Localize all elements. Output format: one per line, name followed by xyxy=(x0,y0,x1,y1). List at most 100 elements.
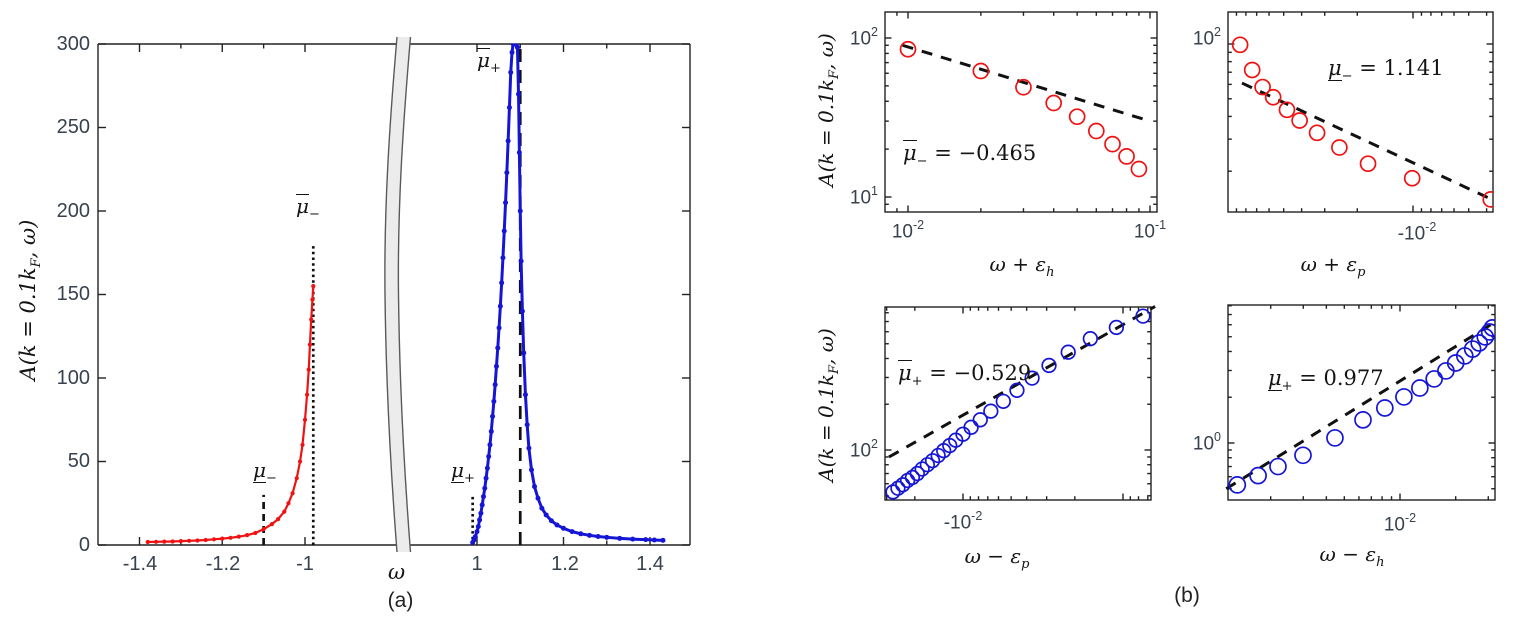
panel-a-guides xyxy=(262,44,522,545)
b-tl-xlabel-sub: h xyxy=(1046,265,1055,280)
b-bl-xtick--1e-2: -10-2 xyxy=(927,509,999,534)
b-tl-ytick-100-exp: 2 xyxy=(871,25,878,39)
panel-a-ytick-200: 200 xyxy=(56,200,90,222)
panel-a-xtick--1.4: -1.4 xyxy=(122,553,158,575)
b-br-xlabel: ω − εh xyxy=(1292,542,1412,570)
b-br-ytick-1: 100 xyxy=(1166,430,1221,455)
b-bottom-left-fit-line xyxy=(888,305,1156,459)
b-tl-xtick-1e-2-exp: -2 xyxy=(913,218,925,232)
panel-a-ytick-0: 0 xyxy=(78,534,90,556)
b-bottom-right-fit-line xyxy=(1225,320,1497,491)
b-top-left-fit-line xyxy=(902,43,1151,123)
b-br-ytick-1-base: 10 xyxy=(1192,433,1215,455)
label-mu-bar-minus: μ− xyxy=(296,194,320,222)
mu-plus-sub: + xyxy=(464,471,475,486)
b-br-ytick-1-exp: 0 xyxy=(1214,430,1221,444)
panel-b-bottom-ylabel: A(k = 0.1kF, ω) xyxy=(814,300,842,510)
panel-b-bottom-ylabel-text: A(k = 0.1k xyxy=(814,374,838,482)
b-br-xtick-1e-2-base: 10 xyxy=(1383,514,1405,536)
b-bottom-right-points xyxy=(1228,319,1495,494)
label-mu-minus: μ− xyxy=(253,458,277,486)
b-tl-annotation-sub: − xyxy=(916,154,928,170)
b-top-left-points xyxy=(899,40,1148,178)
panel-a-ytick-100: 100 xyxy=(56,367,90,389)
mu-minus-sub: − xyxy=(266,471,277,486)
b-tl-ytick-10-base: 10 xyxy=(849,187,872,209)
panel-b-top-ylabel-sub: F xyxy=(827,70,842,80)
b-tr-xlabel: ω + εp xyxy=(1273,252,1393,280)
panel-a-red-curve xyxy=(145,284,316,545)
b-bl-annotation: μ+ = −0.529 xyxy=(898,360,1031,389)
b-top-right-ticks xyxy=(1228,12,1493,212)
b-br-xlabel-sub: h xyxy=(1376,555,1385,570)
panel-a-ytick-50: 50 xyxy=(67,450,90,472)
caption-a: (a) xyxy=(387,589,414,612)
panel-a-axes xyxy=(97,43,691,546)
label-mu-bar-plus: μ+ xyxy=(477,48,501,76)
b-top-right-plot xyxy=(1227,11,1494,213)
b-tr-annotation: μ− = 1.141 xyxy=(1328,56,1444,84)
panel-a-ylabel-text2: , ω) xyxy=(15,219,40,259)
panel-a-xtick--1: -1 xyxy=(296,553,314,575)
b-top-right-points xyxy=(1231,36,1493,208)
caption-b: (b) xyxy=(1174,584,1200,607)
b-tl-ytick-100: 102 xyxy=(823,25,878,50)
b-bl-ytick-100: 102 xyxy=(823,437,878,462)
b-bl-xlabel-sub: p xyxy=(1021,557,1030,572)
b-br-annotation-mu: μ xyxy=(1268,366,1282,392)
b-tl-ytick-10: 101 xyxy=(823,184,878,209)
b-tr-annotation-eq: = 1.141 xyxy=(1352,56,1444,80)
b-br-xlabel-text: ω − ε xyxy=(1319,542,1377,566)
panel-a-ytick-250: 250 xyxy=(56,116,90,138)
panel-b-top-ylabel-text: A(k = 0.1k xyxy=(814,79,838,187)
b-tr-xtick--1e-2-base: -10 xyxy=(1397,223,1426,245)
panel-b-bottom-ylabel-text2: , ω) xyxy=(814,328,838,366)
b-bl-ytick-100-base: 10 xyxy=(849,440,872,462)
panel-a-xlabel: ω xyxy=(388,560,406,584)
b-tl-ytick-10-exp: 1 xyxy=(871,184,878,198)
b-br-xtick-1e-2: 10-2 xyxy=(1370,511,1430,536)
b-tl-xlabel: ω + εh xyxy=(962,252,1082,280)
b-tl-annotation-mu: μ xyxy=(903,140,917,165)
b-tr-xlabel-sub: p xyxy=(1357,265,1366,280)
b-tr-annotation-mu: μ xyxy=(1328,56,1342,82)
b-tr-ytick-100: 102 xyxy=(1166,25,1221,50)
b-tr-ytick-100-base: 10 xyxy=(1192,28,1215,50)
b-bl-annotation-eq: = −0.529 xyxy=(922,361,1032,385)
mu-bar-plus-symbol: μ xyxy=(477,48,490,72)
b-bottom-left-ticks xyxy=(885,307,1151,500)
b-bl-annotation-mu: μ xyxy=(898,360,912,385)
mu-bar-plus-sub: + xyxy=(490,61,501,76)
b-tr-xlabel-text: ω + ε xyxy=(1300,252,1358,276)
b-bottom-right-plot xyxy=(1225,304,1497,501)
axis-break-band xyxy=(384,36,412,553)
b-tl-xlabel-text: ω + ε xyxy=(989,252,1047,276)
mu-bar-minus-sub: − xyxy=(309,207,320,222)
b-br-annotation-eq: = 0.977 xyxy=(1292,366,1384,390)
b-tl-xtick-1e-1-base: 10 xyxy=(1133,221,1155,243)
mu-plus-symbol: μ xyxy=(451,458,464,483)
b-bottom-left-plot xyxy=(884,305,1156,501)
b-tr-ytick-100-exp: 2 xyxy=(1214,25,1221,39)
panel-a-xtick-1.2: 1.2 xyxy=(551,553,579,575)
b-bottom-left-points xyxy=(885,308,1151,500)
b-bl-xlabel: ω − εp xyxy=(937,544,1057,572)
b-tr-annotation-sub: − xyxy=(1341,69,1353,85)
panel-a-xtick-1: 1 xyxy=(471,553,483,575)
b-br-annotation-sub: + xyxy=(1281,379,1293,395)
b-tl-xtick-1e-1-exp: -1 xyxy=(1155,218,1167,232)
b-tl-xtick-1e-1: 10-1 xyxy=(1120,218,1180,243)
b-tl-ytick-100-base: 10 xyxy=(849,28,872,50)
label-mu-plus: μ+ xyxy=(451,458,475,486)
panel-a-xtick--1.2: -1.2 xyxy=(205,553,241,575)
b-br-xtick-1e-2-exp: -2 xyxy=(1405,511,1417,525)
b-tl-xtick-1e-2: 10-2 xyxy=(878,218,938,243)
panel-a-ytick-150: 150 xyxy=(56,283,90,305)
b-bl-xlabel-text: ω − ε xyxy=(964,544,1022,568)
b-bl-annotation-sub: + xyxy=(911,374,923,390)
panel-a-plot xyxy=(97,36,691,553)
panel-a-blue-curve xyxy=(470,43,666,545)
b-tr-xtick--1e-2-exp: -2 xyxy=(1425,220,1437,234)
